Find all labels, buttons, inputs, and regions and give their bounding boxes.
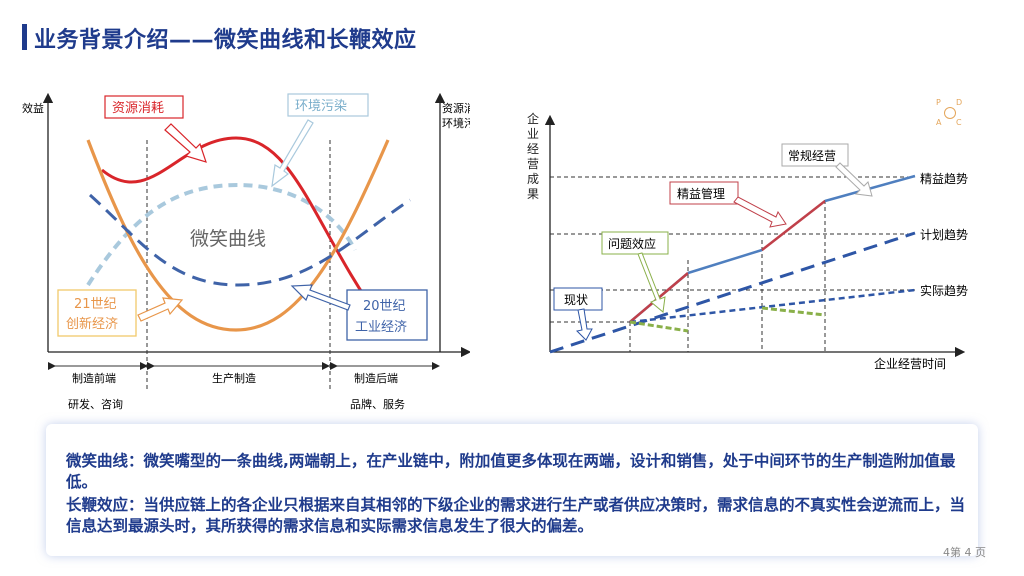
bullwhip-term: 长鞭效应： — [66, 496, 144, 514]
bullwhip-chart: 常规经营 精益管理 问题效应 现状 精益趋势 计划趋势 实际趋势 企业经营时间 — [544, 114, 968, 371]
x-axis-label: 企业经营时间 — [874, 356, 946, 371]
box-21-line2: 创新经济 — [66, 316, 118, 332]
box-21-line1: 21世纪 — [74, 297, 117, 312]
callout-routine-arrow — [835, 162, 873, 197]
callout-resource-arrow — [164, 123, 207, 163]
seg-front: 制造前端 — [72, 371, 116, 385]
plan-dashed-line — [549, 231, 916, 354]
pdca-logo: P D A C — [936, 98, 964, 130]
lean-line-blue2 — [687, 248, 763, 275]
actual-dashed-line — [629, 288, 916, 324]
trend-lean: 精益趋势 — [920, 172, 968, 186]
right-y-label: 企业经营成果 — [527, 112, 540, 201]
green-seg-2 — [761, 306, 826, 317]
description-card: 微笑曲线：微笑嘴型的一条曲线,两端朝上，在产业链中，附加值更多体现在两端，设计和… — [46, 424, 978, 556]
callout-lean: 精益管理 — [677, 186, 725, 201]
resource-curve — [101, 136, 384, 323]
box-20-line2: 工业经济 — [355, 320, 407, 335]
callout-current-arrow — [575, 308, 593, 341]
box-21-arrow — [137, 297, 184, 322]
y-left-label: 效益 — [22, 101, 44, 115]
callout-env-arrow — [271, 119, 314, 188]
logo-a: A — [936, 118, 942, 127]
callout-problem-arrow — [637, 252, 666, 313]
callout-env-box — [287, 93, 369, 117]
box-20-arrow — [290, 284, 351, 311]
box-20-century — [346, 289, 428, 341]
callout-problem-box — [601, 231, 669, 255]
logo-d: D — [956, 98, 963, 107]
callout-resource: 资源消耗 — [112, 101, 164, 116]
page-title: 业务背景介绍——微笑曲线和长鞭效应 — [34, 28, 417, 53]
box-21-century — [57, 289, 137, 337]
bullwhip-paragraph: 长鞭效应：当供应链上的各企业只根据来自其相邻的下级企业的需求进行生产或者供应决策… — [66, 495, 966, 537]
callout-routine: 常规经营 — [788, 148, 836, 163]
seg-back: 制造后端 — [354, 371, 398, 385]
callout-problem: 问题效应 — [608, 236, 656, 251]
smile-curve-chart: 效益 资源消耗 环境污染 资源消耗 环境污染 微笑曲线 21世纪 创新经济 20… — [22, 92, 470, 411]
smile-curve-text: 微笑嘴型的一条曲线,两端朝上，在产业链中，附加值更多体现在两端，设计和销售，处于… — [66, 452, 956, 491]
logo-circle — [944, 107, 956, 119]
smile-center-label: 微笑曲线 — [190, 228, 266, 250]
env-pollution-curve — [86, 182, 357, 287]
bullwhip-text: 当供应链上的各企业只根据来自其相邻的下级企业的需求进行生产或者供应决策时，需求信… — [66, 496, 966, 535]
callout-current: 现状 — [564, 293, 588, 307]
trend-plan: 计划趋势 — [920, 228, 968, 242]
callout-routine-box — [781, 143, 849, 167]
smile-curve-term: 微笑曲线： — [66, 452, 144, 470]
title-accent-bar — [22, 24, 27, 50]
sub-back: 品牌、服务 — [350, 397, 405, 411]
box-20-line1: 20世纪 — [363, 299, 406, 314]
callout-lean-box — [669, 181, 739, 205]
seg-mid: 生产制造 — [212, 371, 256, 385]
sub-front: 研发、咨询 — [68, 397, 123, 411]
logo-c: C — [956, 118, 962, 127]
green-seg-1 — [629, 320, 689, 333]
page-number: 4第 4 页 — [943, 546, 986, 559]
lean-line-red2 — [761, 200, 826, 251]
logo-p: P — [936, 98, 941, 107]
y-right-label-1: 资源消耗 — [442, 101, 470, 115]
callout-lean-arrow — [733, 196, 787, 228]
y-right-label-2: 环境污染 — [442, 116, 470, 130]
dashed-curve — [88, 193, 411, 287]
smile-curve-paragraph: 微笑曲线：微笑嘴型的一条曲线,两端朝上，在产业链中，附加值更多体现在两端，设计和… — [66, 451, 966, 493]
trend-actual: 实际趋势 — [920, 283, 968, 298]
callout-env: 环境污染 — [295, 99, 347, 114]
callout-resource-box — [104, 95, 184, 119]
